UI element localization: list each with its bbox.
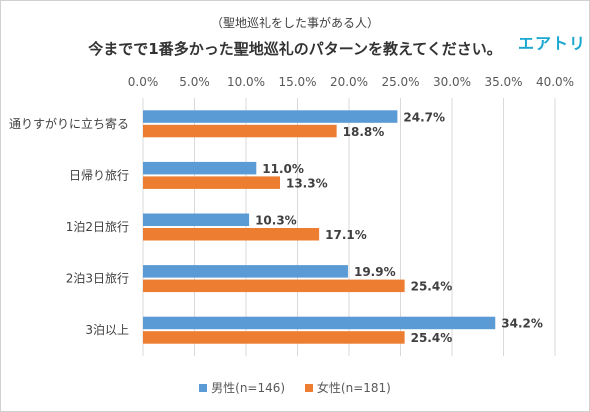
legend-swatch-female	[304, 384, 313, 392]
data-label-male: 11.0%	[262, 162, 304, 176]
data-label-male: 19.9%	[354, 265, 396, 279]
legend-item-female: 女性(n=181)	[304, 379, 391, 396]
bar-male	[143, 110, 398, 123]
data-label-male: 34.2%	[501, 317, 543, 331]
legend-item-male: 男性(n=146)	[199, 379, 285, 396]
bar-male	[143, 161, 257, 175]
bar-female	[143, 279, 405, 293]
data-label-female: 25.4%	[411, 280, 453, 294]
bar-male	[143, 265, 348, 278]
chart-title: 今までで1番多かった聖地巡礼のパターンを教えてください。	[88, 40, 502, 58]
x-tick-label: 35.0%	[484, 75, 522, 89]
data-label-female: 13.3%	[286, 176, 328, 190]
category-label: 日帰り旅行	[69, 168, 129, 182]
x-tick-label: 20.0%	[330, 75, 368, 89]
grid-lines	[142, 98, 556, 356]
legend-label-female: 女性(n=181)	[316, 381, 391, 395]
legend-swatch-male	[199, 384, 208, 392]
data-label-male: 24.7%	[403, 110, 445, 124]
category-label: 1泊2日旅行	[66, 220, 129, 234]
category-label: 2泊3日旅行	[66, 272, 129, 286]
x-tick-label: 25.0%	[381, 75, 419, 89]
data-label-female: 25.4%	[411, 331, 453, 345]
x-tick-label: 15.0%	[278, 75, 316, 89]
bar-female	[143, 331, 405, 344]
data-labels: 24.7% 18.8% 11.0%13.3% 10.3% 17.1% 19.9% 25.4%…	[255, 110, 543, 345]
data-label-female: 18.8%	[343, 125, 385, 139]
category-label: 3泊以上	[85, 323, 129, 337]
legend: 男性(n=146) 女性(n=181)	[0, 379, 590, 396]
x-tick-labels: 0.0% 5.0% 10.0% 15.0% 20.0% 25.0% 30.0% 35.0% 40…	[128, 75, 574, 89]
x-tick-label: 40.0%	[536, 75, 574, 89]
x-tick-label: 0.0%	[128, 75, 159, 89]
category-label: 通りすがりに立ち寄る	[9, 116, 129, 131]
legend-label-male: 男性(n=146)	[211, 381, 286, 395]
bar-female	[143, 124, 337, 138]
chart-subtitle: （聖地巡礼をした事がある人）	[210, 16, 379, 30]
data-label-male: 10.3%	[255, 214, 297, 228]
bar-female	[143, 228, 320, 241]
data-label-female: 17.1%	[325, 228, 367, 242]
x-tick-label: 10.0%	[227, 75, 265, 89]
x-tick-label: 30.0%	[433, 75, 471, 89]
x-tick-label: 5.0%	[179, 75, 210, 89]
bar-male	[143, 316, 496, 330]
bars	[143, 110, 496, 344]
bar-male	[143, 213, 250, 226]
bar-female	[143, 176, 280, 189]
brand-logo: エアトリ	[518, 34, 587, 53]
